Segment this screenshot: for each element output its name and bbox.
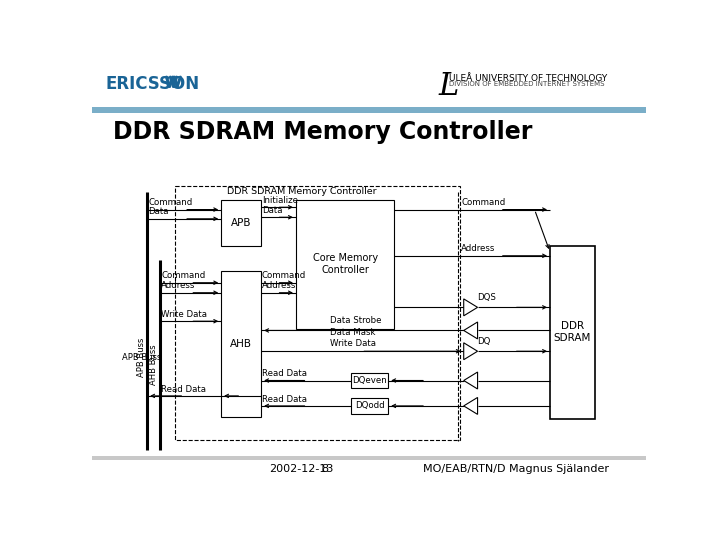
Text: AHB: AHB bbox=[230, 339, 252, 349]
Polygon shape bbox=[464, 372, 477, 389]
Bar bbox=[221, 271, 261, 417]
Text: DDR
SDRAM: DDR SDRAM bbox=[554, 321, 591, 343]
Text: DIVISION OF EMBEDDED INTERNET SYSTEMS: DIVISION OF EMBEDDED INTERNET SYSTEMS bbox=[449, 81, 605, 87]
Bar bbox=[175, 186, 460, 440]
Text: DQodd: DQodd bbox=[355, 401, 384, 410]
Bar bbox=[92, 107, 647, 113]
Text: Data: Data bbox=[148, 207, 168, 217]
Text: MO/EAB/RTN/D Magnus Själander: MO/EAB/RTN/D Magnus Själander bbox=[423, 464, 609, 475]
Text: DDR SDRAM Memory Controller: DDR SDRAM Memory Controller bbox=[227, 187, 376, 196]
Text: Data Strobe: Data Strobe bbox=[330, 316, 382, 325]
Text: ULEÅ UNIVERSITY OF TECHNOLOGY: ULEÅ UNIVERSITY OF TECHNOLOGY bbox=[449, 74, 608, 83]
Text: Address: Address bbox=[262, 281, 297, 291]
Text: DDR SDRAM Memory Controller: DDR SDRAM Memory Controller bbox=[113, 120, 533, 144]
Text: Command: Command bbox=[161, 272, 205, 280]
Text: Write Data: Write Data bbox=[330, 339, 377, 348]
Text: Address: Address bbox=[161, 281, 195, 291]
Text: Core Memory
Controller: Core Memory Controller bbox=[312, 253, 378, 275]
Text: DQeven: DQeven bbox=[352, 376, 387, 385]
Polygon shape bbox=[464, 397, 477, 414]
Text: 2002-12-13: 2002-12-13 bbox=[269, 464, 333, 475]
Polygon shape bbox=[464, 322, 477, 339]
Text: AHB Buss: AHB Buss bbox=[149, 345, 158, 386]
Text: 8: 8 bbox=[321, 464, 328, 475]
Text: Read Data: Read Data bbox=[262, 369, 307, 378]
Text: Data: Data bbox=[262, 206, 282, 215]
Text: DQS: DQS bbox=[477, 293, 495, 302]
Text: DQ: DQ bbox=[477, 337, 490, 346]
Bar bbox=[351, 398, 388, 414]
Bar bbox=[296, 200, 395, 329]
Bar bbox=[550, 246, 595, 419]
Text: Read Data: Read Data bbox=[262, 395, 307, 403]
Text: Command: Command bbox=[148, 198, 192, 207]
Bar bbox=[221, 200, 261, 246]
Text: Command: Command bbox=[462, 198, 505, 207]
Text: Read Data: Read Data bbox=[161, 384, 206, 394]
Bar bbox=[351, 373, 388, 388]
Text: APB Buss: APB Buss bbox=[138, 338, 146, 377]
Text: APB: APB bbox=[231, 218, 251, 228]
Polygon shape bbox=[464, 299, 477, 316]
Text: ERICSSON: ERICSSON bbox=[106, 75, 199, 93]
Text: APB Buss: APB Buss bbox=[122, 353, 161, 362]
Text: Write Data: Write Data bbox=[161, 310, 207, 319]
Text: Command: Command bbox=[262, 272, 306, 280]
Bar bbox=[92, 456, 647, 460]
Text: Address: Address bbox=[462, 245, 496, 253]
Text: Data Mask: Data Mask bbox=[330, 328, 376, 336]
Polygon shape bbox=[464, 343, 477, 360]
Text: Initialize: Initialize bbox=[262, 196, 298, 205]
Text: L: L bbox=[438, 71, 459, 102]
